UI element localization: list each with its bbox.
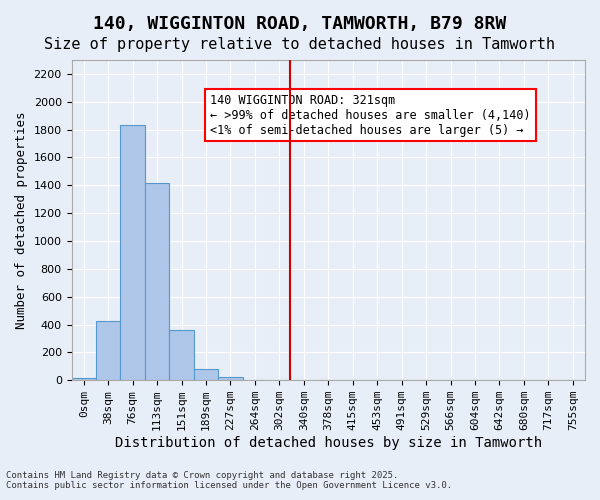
Y-axis label: Number of detached properties: Number of detached properties bbox=[15, 112, 28, 329]
Bar bbox=[121, 126, 145, 380]
Bar bbox=[169, 330, 194, 380]
Text: 140, WIGGINTON ROAD, TAMWORTH, B79 8RW: 140, WIGGINTON ROAD, TAMWORTH, B79 8RW bbox=[94, 15, 506, 33]
Bar bbox=[96, 321, 121, 380]
Bar bbox=[145, 183, 169, 380]
Text: Contains HM Land Registry data © Crown copyright and database right 2025.
Contai: Contains HM Land Registry data © Crown c… bbox=[6, 470, 452, 490]
Text: Size of property relative to detached houses in Tamworth: Size of property relative to detached ho… bbox=[44, 38, 556, 52]
Bar bbox=[218, 376, 242, 380]
Bar bbox=[71, 378, 96, 380]
Text: 140 WIGGINTON ROAD: 321sqm
← >99% of detached houses are smaller (4,140)
<1% of : 140 WIGGINTON ROAD: 321sqm ← >99% of det… bbox=[210, 94, 531, 136]
Bar bbox=[194, 369, 218, 380]
X-axis label: Distribution of detached houses by size in Tamworth: Distribution of detached houses by size … bbox=[115, 436, 542, 450]
